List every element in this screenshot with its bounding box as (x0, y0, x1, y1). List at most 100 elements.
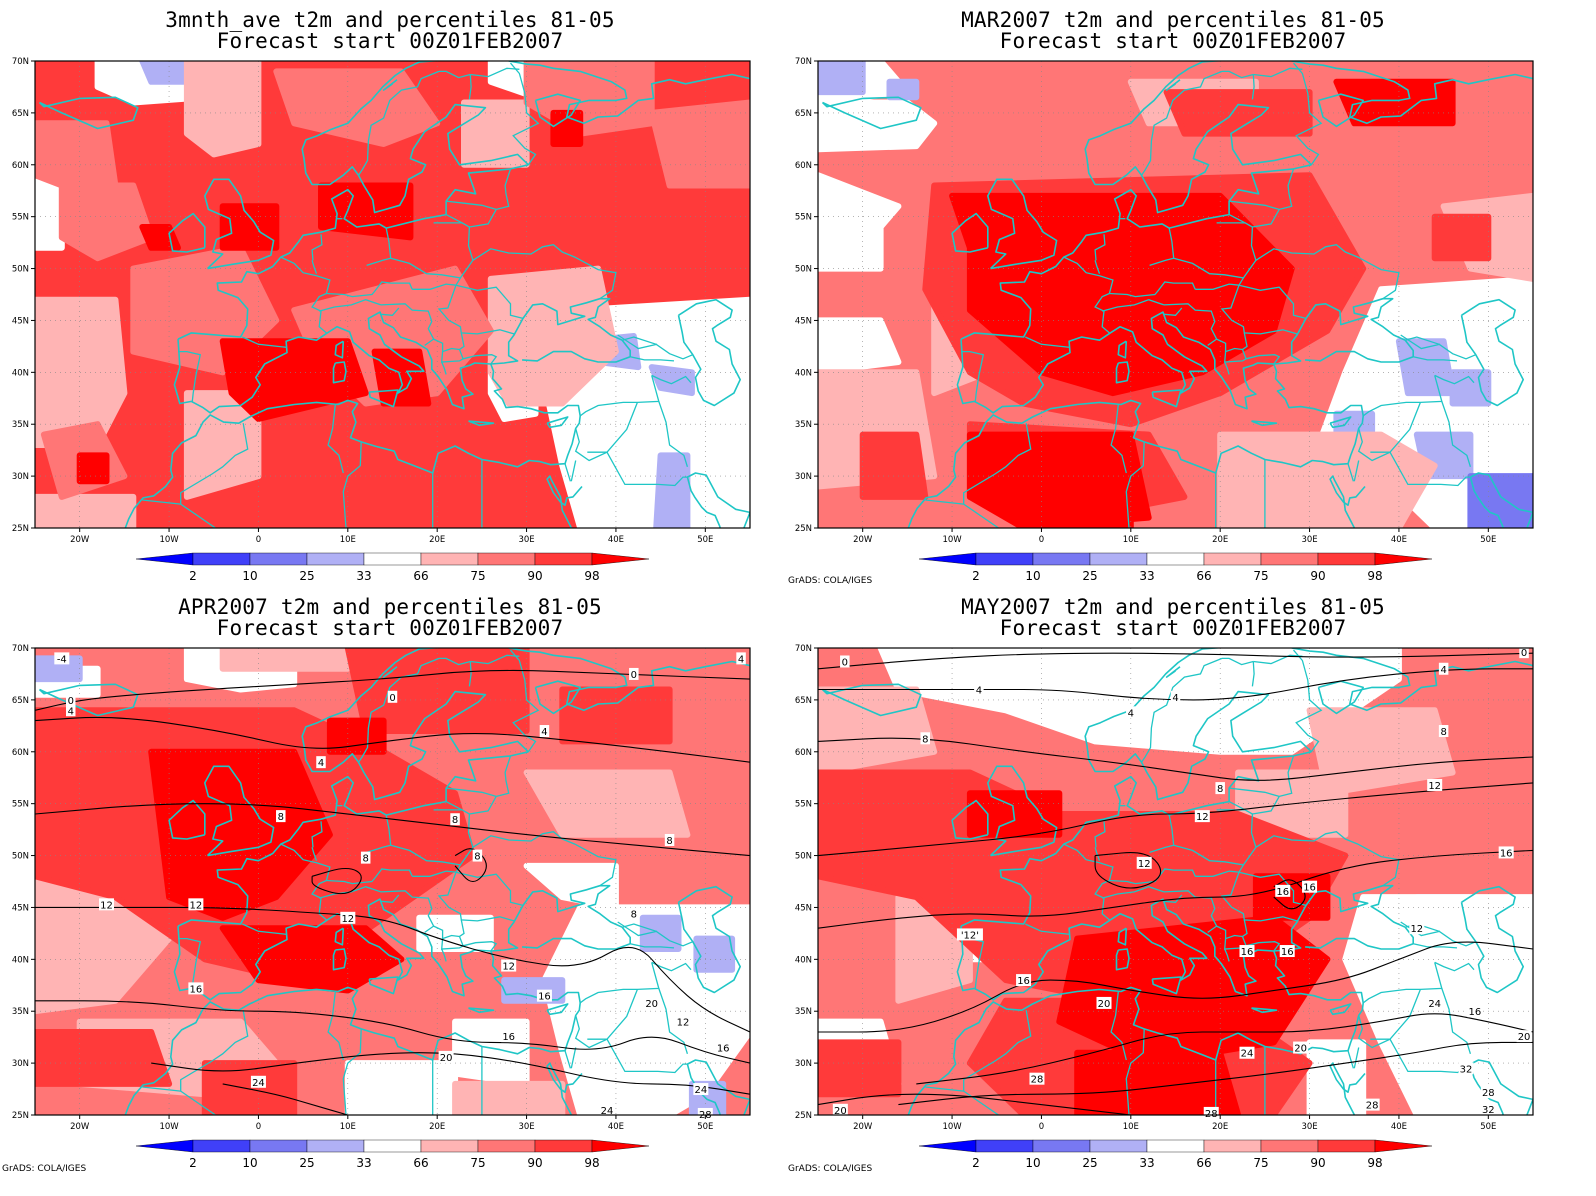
coastline (987, 178, 1058, 270)
contour-label-bg (1364, 1098, 1380, 1111)
lat-label: 60N (12, 748, 29, 758)
lon-label: 20W (70, 1122, 90, 1132)
contour-label-bg (675, 1015, 691, 1028)
coastline (1329, 416, 1352, 429)
gridlines (35, 648, 750, 1115)
percentile-region (859, 431, 929, 500)
country-border (1251, 661, 1255, 687)
shaded-field (818, 648, 1533, 1115)
lat-label: 55N (795, 800, 812, 810)
country-border (178, 937, 202, 989)
lat-label: 25N (795, 524, 812, 534)
percentile-region (648, 364, 695, 397)
lon-label: 10W (159, 1122, 179, 1132)
country-border (342, 441, 362, 528)
percentile-region (501, 977, 566, 1004)
coastline (951, 799, 989, 840)
legend-swatch (1089, 552, 1148, 566)
country-border (1347, 463, 1355, 482)
country-border (1220, 284, 1298, 335)
lat-label: 60N (12, 161, 29, 171)
legend-label: 33 (356, 1156, 371, 1170)
coastline (907, 950, 1365, 1115)
lon-label: 40E (1391, 535, 1407, 545)
percentile-region (653, 452, 691, 528)
contour-label: 0 (389, 693, 395, 704)
legend-label: 66 (1196, 1156, 1211, 1170)
contour-label-bg (1409, 922, 1425, 935)
contour-label-bg (1427, 996, 1443, 1009)
country-border (180, 503, 216, 528)
map-title-line2: Forecast start 00Z01FEB2007 (999, 29, 1347, 53)
legend-colorbar: 2 10 25 33 66 75 90 98 (135, 552, 650, 583)
contour-label-bg (629, 907, 639, 920)
contour-label: 4 (1172, 693, 1178, 704)
map-title-line1: MAY2007 t2m and percentiles 81-05 (961, 595, 1385, 619)
legend-label: 98 (1367, 1156, 1382, 1170)
lat-label: 55N (12, 213, 29, 223)
legend-swatch (192, 1139, 251, 1153)
country-border (1238, 284, 1307, 320)
lon-label: 40E (1391, 1122, 1407, 1132)
contour-label-bg (840, 655, 850, 668)
lon-label: 10E (340, 535, 356, 545)
percentile-region (818, 317, 902, 376)
country-border (311, 821, 323, 848)
coastline (1215, 648, 1227, 649)
country-border (1149, 257, 1174, 267)
lat-label: 70N (795, 57, 812, 67)
percentile-region (219, 338, 369, 422)
contour-label: 8 (452, 815, 458, 826)
contour-label-bg (501, 1030, 517, 1043)
coastline (1115, 361, 1130, 384)
contour-label: 16 (538, 992, 551, 1003)
country-border (630, 943, 675, 949)
contour-label-bg (54, 652, 70, 665)
lat-label: 60N (795, 748, 812, 758)
contour-label: 16 (1500, 848, 1513, 859)
legend-label: 75 (1253, 1156, 1268, 1170)
gridlines (818, 61, 1533, 528)
percentile-region (818, 1039, 902, 1098)
coastline (546, 1062, 583, 1115)
contour-label-bg (1029, 1072, 1045, 1085)
contour-line (1273, 879, 1306, 910)
coastline (956, 311, 1274, 414)
contour-label-bg (99, 898, 114, 911)
country-border (925, 499, 964, 505)
legend-swatch (1260, 552, 1319, 566)
country-border (617, 921, 658, 937)
coastline (168, 799, 206, 840)
lat-label: 60N (795, 161, 812, 171)
contour-label-bg (1239, 945, 1255, 958)
contour-label-bg (1427, 778, 1443, 791)
country-border (180, 1090, 216, 1115)
contour-label: 12 (1428, 781, 1441, 792)
contour-label-bg (697, 1107, 713, 1120)
country-border (319, 299, 382, 312)
legend-label: 66 (1196, 569, 1211, 583)
coastline (1117, 340, 1128, 359)
coastline (1329, 475, 1366, 528)
contour-label-bg (1498, 846, 1514, 859)
country-border (379, 307, 400, 316)
contour-label: 8 (363, 854, 369, 865)
contour-label-bg (1016, 974, 1032, 987)
country-border (366, 257, 391, 267)
contour-label: 20 (440, 1053, 453, 1064)
contour-label-bg (736, 652, 746, 665)
lat-label: 65N (12, 696, 29, 706)
contour-label: 24 (1428, 999, 1441, 1010)
legend-label: 25 (299, 569, 314, 583)
lon-label: 0 (256, 535, 261, 545)
contour-label-bg (956, 928, 983, 941)
contour-label: 8 (474, 852, 480, 863)
country-border (412, 864, 461, 877)
percentile-region (1467, 473, 1533, 528)
lat-label: 70N (12, 644, 29, 654)
legend-label: 33 (356, 569, 371, 583)
country-border (1253, 654, 1303, 665)
contour-label: 28 (1482, 1088, 1495, 1099)
country-border (1195, 277, 1244, 290)
